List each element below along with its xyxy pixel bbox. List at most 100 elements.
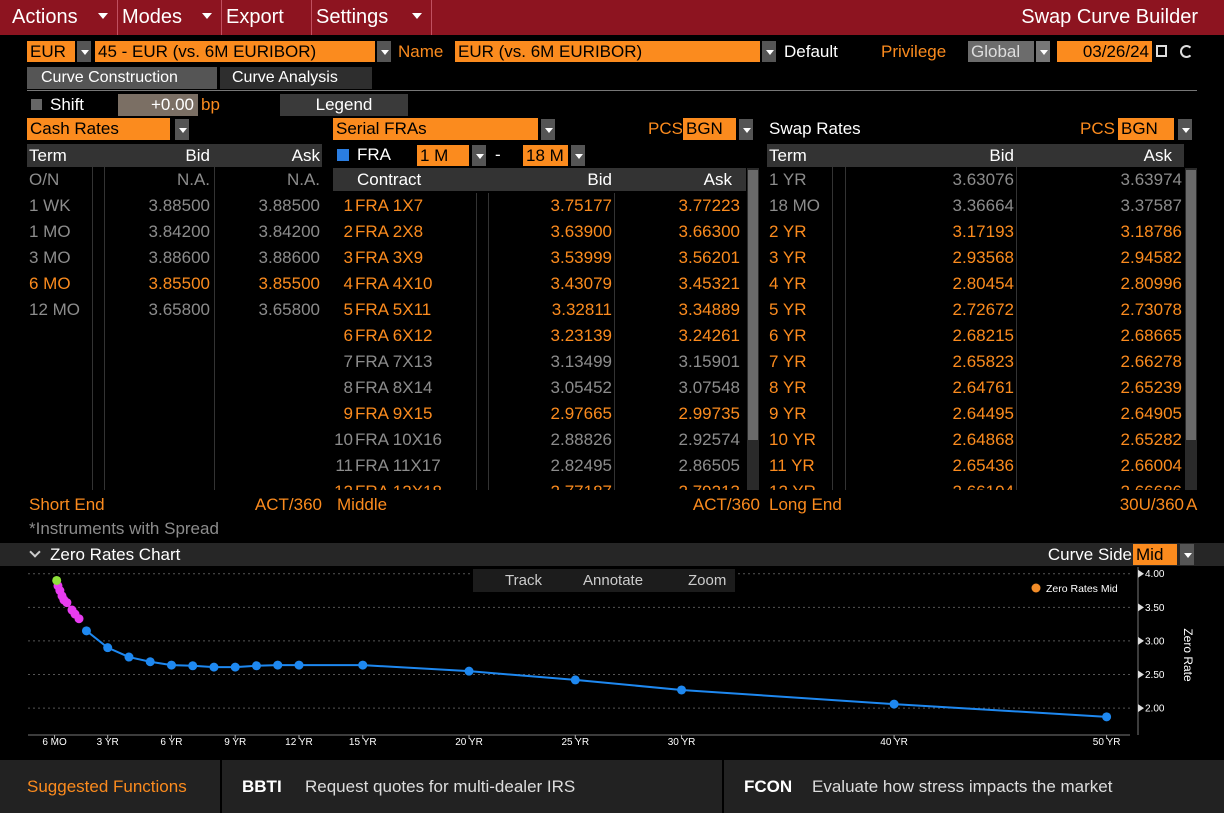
table-cell[interactable]: 2.93568: [952, 248, 1014, 267]
dropdown-button[interactable]: [377, 41, 391, 62]
table-cell[interactable]: 1: [343, 196, 353, 215]
table-cell[interactable]: FRA 1X7: [355, 196, 424, 215]
table-cell[interactable]: 2.88826: [550, 430, 612, 449]
table-cell[interactable]: 11: [335, 456, 353, 475]
table-cell[interactable]: FRA 11X17: [355, 456, 441, 475]
table-cell[interactable]: 6 YR: [769, 326, 807, 345]
function-text[interactable]: Request quotes for multi-dealer IRS: [305, 777, 576, 796]
table-cell[interactable]: 2.65436: [952, 456, 1014, 475]
table-cell[interactable]: 3.18786: [1120, 222, 1182, 241]
table-cell[interactable]: 2.68215: [952, 326, 1014, 345]
table-cell[interactable]: 4 YR: [769, 274, 807, 293]
table-cell[interactable]: O/N: [29, 170, 60, 189]
tab[interactable]: Curve Analysis: [220, 67, 372, 89]
table-cell[interactable]: 3 YR: [769, 248, 807, 267]
table-cell[interactable]: 2.65239: [1120, 378, 1182, 397]
table-cell[interactable]: 2.73078: [1120, 300, 1182, 319]
table-cell[interactable]: 2.65282: [1120, 430, 1182, 449]
table-cell[interactable]: FRA 10X16: [355, 430, 442, 449]
scroll-thumb[interactable]: [1186, 170, 1196, 440]
table-cell[interactable]: 12 MO: [29, 300, 81, 319]
chart-tool[interactable]: Track: [505, 572, 542, 589]
table-cell[interactable]: 12 YR: [769, 479, 829, 490]
table-cell[interactable]: 3.84200: [258, 222, 320, 241]
table-cell[interactable]: 3.45321: [678, 274, 740, 293]
table-cell[interactable]: 2 YR: [769, 222, 807, 241]
table-cell[interactable]: 3.05452: [550, 378, 612, 397]
table-cell[interactable]: 3.77223: [678, 196, 740, 215]
chart-tool[interactable]: Annotate: [583, 572, 644, 589]
table-cell[interactable]: 2.66104: [850, 479, 1014, 490]
pcs-select[interactable]: BGN: [1118, 118, 1174, 140]
shift-checkbox[interactable]: [31, 99, 42, 110]
fra-from[interactable]: 1 M: [417, 145, 469, 166]
calendar-icon[interactable]: [1156, 45, 1167, 57]
function-text[interactable]: Evaluate how stress impacts the market: [812, 777, 1113, 796]
table-cell[interactable]: 3.53999: [550, 248, 612, 267]
table-cell[interactable]: 2.80454: [952, 274, 1014, 293]
table-cell[interactable]: 9: [343, 404, 353, 423]
table-cell[interactable]: 10 YR: [769, 430, 816, 449]
table-cell[interactable]: 2.64905: [1120, 404, 1182, 423]
table-cell[interactable]: 2.99735: [678, 404, 740, 423]
menu-item[interactable]: Settings: [312, 0, 432, 35]
table-cell[interactable]: 2.82495: [550, 456, 612, 475]
table-cell[interactable]: 3.17193: [952, 222, 1014, 241]
shift-value[interactable]: +0.00: [118, 94, 198, 116]
table-cell[interactable]: 2.66278: [1120, 352, 1182, 371]
table-cell[interactable]: 3.36664: [952, 196, 1014, 215]
table-cell[interactable]: 3.63974: [1120, 170, 1182, 189]
dropdown-button[interactable]: [571, 145, 585, 166]
refresh-icon[interactable]: [1180, 45, 1193, 58]
table-cell[interactable]: 2.66686: [1020, 479, 1182, 490]
function-code[interactable]: FCON: [744, 777, 793, 796]
table-cell[interactable]: 3.63076: [952, 170, 1014, 189]
table-cell[interactable]: 3.88600: [258, 248, 320, 267]
table-cell[interactable]: 3.23139: [550, 326, 612, 345]
table-cell[interactable]: 3.88500: [148, 196, 210, 215]
table-cell[interactable]: 3.07548: [678, 378, 740, 397]
dropdown-button[interactable]: [1036, 41, 1050, 62]
table-cell[interactable]: 6 MO: [29, 274, 71, 293]
privilege-select[interactable]: Global: [968, 41, 1034, 62]
table-cell[interactable]: 2.79213: [620, 479, 740, 490]
table-cell[interactable]: 3.88500: [258, 196, 320, 215]
table-cell[interactable]: 2.86505: [678, 456, 740, 475]
table-cell[interactable]: 2.64868: [952, 430, 1014, 449]
table-cell[interactable]: 3.65800: [148, 300, 210, 319]
menu-item[interactable]: Actions: [8, 0, 118, 35]
legend-button[interactable]: Legend: [280, 94, 408, 116]
table-cell[interactable]: 2.66004: [1120, 456, 1182, 475]
table-cell[interactable]: 2.94582: [1120, 248, 1182, 267]
dropdown-button[interactable]: [739, 119, 753, 140]
dropdown-button[interactable]: [77, 41, 91, 62]
curve-select[interactable]: 45 - EUR (vs. 6M EURIBOR): [95, 41, 375, 62]
table-cell[interactable]: 1 MO: [29, 222, 71, 241]
table-cell[interactable]: 3.15901: [678, 352, 740, 371]
dropdown-button[interactable]: [472, 145, 486, 166]
table-cell[interactable]: 2.92574: [678, 430, 740, 449]
section-title[interactable]: Serial FRAs: [333, 118, 538, 140]
table-cell[interactable]: 2: [343, 222, 353, 241]
table-cell[interactable]: 3.88600: [148, 248, 210, 267]
table-cell[interactable]: 10: [334, 430, 353, 449]
table-cell[interactable]: 3.43079: [550, 274, 612, 293]
table-cell[interactable]: 18 MO: [769, 196, 821, 215]
dropdown-button[interactable]: [1178, 119, 1192, 140]
section-title[interactable]: Cash Rates: [27, 118, 170, 140]
table-cell[interactable]: 7 YR: [769, 352, 807, 371]
table-cell[interactable]: 3.85500: [148, 274, 210, 293]
table-cell[interactable]: FRA 8X14: [355, 378, 433, 397]
table-cell[interactable]: 12: [333, 479, 353, 490]
table-cell[interactable]: 9 YR: [769, 404, 807, 423]
table-cell[interactable]: FRA 12X18: [355, 479, 475, 490]
table-cell[interactable]: FRA 9X15: [355, 404, 433, 423]
curve-side-select[interactable]: Mid: [1133, 544, 1177, 565]
function-code[interactable]: BBTI: [242, 777, 282, 796]
table-cell[interactable]: FRA 6X12: [355, 326, 433, 345]
table-cell[interactable]: 3.13499: [550, 352, 612, 371]
table-cell[interactable]: 3.65800: [258, 300, 320, 319]
table-cell[interactable]: 3.75177: [550, 196, 612, 215]
currency-select[interactable]: EUR: [27, 41, 75, 62]
tab[interactable]: Curve Construction: [27, 67, 217, 89]
